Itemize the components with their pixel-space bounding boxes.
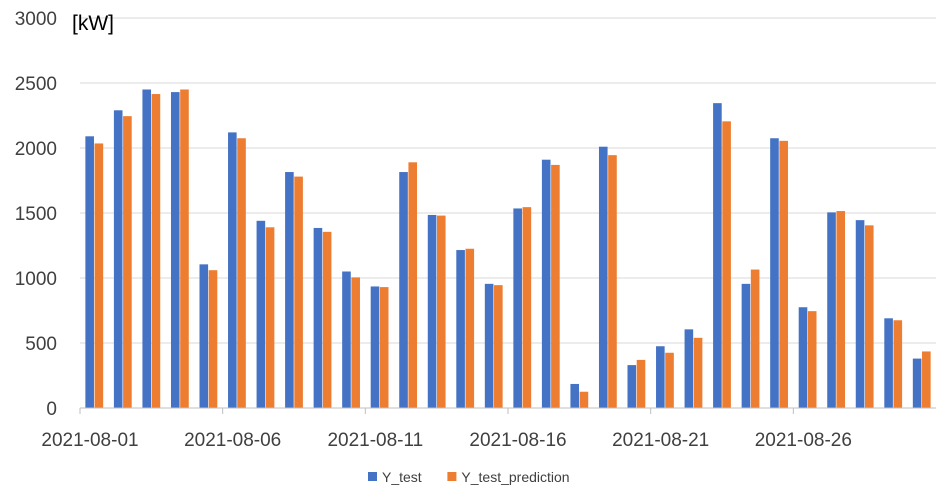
bar-y-test [256, 220, 266, 408]
bar-y-test [399, 172, 408, 408]
y-tick-label: 2000 [15, 139, 57, 160]
bar-y-test-prediction [123, 116, 132, 409]
bar-y-test-prediction [436, 215, 446, 408]
bar-y-test-prediction [779, 140, 788, 408]
bar-y-test-prediction [294, 176, 303, 408]
bar-y-test [627, 365, 637, 408]
y-tick-label: 2500 [15, 74, 57, 95]
bar-y-test [370, 286, 380, 408]
gridlines [80, 17, 936, 344]
legend-swatch [447, 472, 457, 481]
bar-y-test-prediction [151, 94, 161, 409]
y-tick-label: 3000 [15, 9, 57, 30]
bar-y-test [85, 136, 94, 409]
bar-y-test [199, 264, 209, 408]
y-tick-label: 1000 [15, 269, 57, 290]
bar-y-test [827, 212, 836, 408]
bar-y-test-prediction [379, 287, 389, 408]
bar-y-test-prediction [665, 352, 674, 408]
bar-y-test [855, 220, 865, 408]
bar-y-test-prediction [807, 311, 817, 408]
bar-y-test [456, 250, 465, 408]
bar-y-test-prediction [494, 285, 503, 408]
legend-swatch [368, 472, 377, 481]
bar-y-test-prediction [608, 155, 617, 408]
bar-y-test-prediction [208, 270, 218, 408]
bar-y-test-prediction [836, 211, 846, 408]
bar-y-test [228, 132, 237, 408]
bar-y-test [684, 329, 694, 408]
y-tick-label: 1500 [15, 204, 57, 225]
bar-y-test [170, 92, 180, 408]
bar-y-test-prediction [922, 351, 931, 408]
bar-y-test [884, 318, 893, 408]
x-tick-label: 2021-08-21 [612, 430, 709, 451]
x-tick-label: 2021-08-06 [184, 430, 281, 451]
y-axis-tick-labels: 0 500 1000 1500 2000 2500 3000 [15, 9, 57, 420]
bar-y-test [513, 208, 522, 408]
bar-y-test [798, 307, 808, 408]
bar-y-test-prediction [693, 337, 703, 408]
bar-y-test [713, 103, 722, 409]
bar-y-test [912, 358, 922, 408]
legend-label: Y_test [382, 469, 422, 485]
bar-y-test-prediction [636, 359, 646, 408]
bar-y-test-prediction [237, 138, 246, 408]
x-tick-label: 2021-08-26 [755, 430, 852, 451]
bar-y-test [656, 346, 665, 408]
axes [79, 407, 936, 414]
bar-y-test-prediction [722, 121, 731, 408]
bar-y-test-prediction [465, 248, 475, 408]
bar-y-test-prediction [522, 207, 532, 408]
unit-label: [kW] [72, 12, 114, 35]
bar-y-test [541, 159, 551, 408]
x-tick-label: 2021-08-11 [327, 430, 423, 451]
bar-y-test [427, 214, 437, 408]
bar-y-test [741, 283, 751, 408]
bar-y-test [285, 172, 294, 408]
bar-y-test-prediction [579, 391, 589, 408]
bar-y-test-prediction [408, 162, 418, 408]
y-tick-label: 500 [25, 334, 57, 355]
bar-y-test [342, 271, 351, 408]
y-tick-label: 0 [46, 399, 57, 420]
bar-y-test-prediction [864, 225, 874, 408]
legend-label: Y_test_prediction [461, 469, 569, 485]
bar-y-test [313, 227, 323, 408]
bar-y-test [598, 146, 608, 408]
bar-y-test-prediction [551, 164, 560, 408]
x-tick-label: 2021-08-01 [41, 430, 138, 451]
bar-y-test-prediction [322, 231, 332, 408]
bar-y-test [113, 110, 123, 409]
x-tick-label: 2021-08-16 [469, 430, 566, 451]
x-axis-tick-labels: 2021-08-01 2021-08-06 2021-08-11 2021-08-16… [41, 430, 852, 451]
bar-y-test-prediction [893, 320, 903, 408]
bar-y-test [770, 138, 779, 408]
bar-y-test-prediction [180, 89, 189, 408]
bar-y-test [484, 283, 494, 408]
bar-y-test-prediction [351, 277, 360, 408]
bars [85, 89, 931, 409]
legend: Y_test Y_test_prediction [368, 469, 570, 485]
bar-y-test [142, 89, 152, 408]
bar-y-test-prediction [750, 269, 760, 408]
bar-y-test-prediction [94, 143, 104, 408]
bar-y-test [570, 383, 580, 408]
bar-y-test-prediction [265, 227, 275, 408]
